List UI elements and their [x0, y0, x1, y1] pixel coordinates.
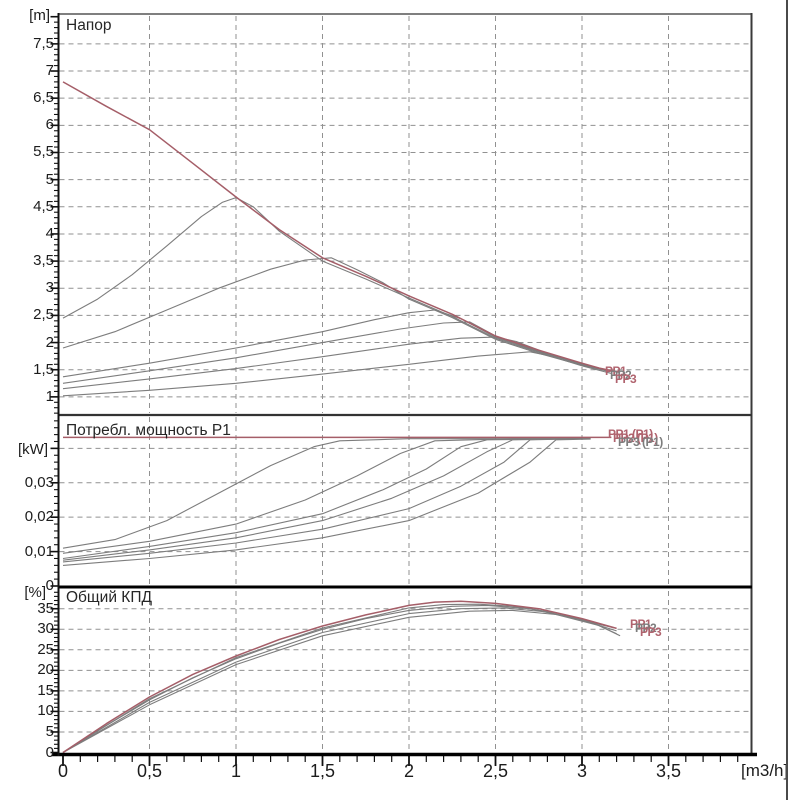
- curve-end-label-head: PP1: [605, 364, 627, 378]
- curve-eff-curve-3: [62, 603, 614, 753]
- curve-end-label-eff: PP3: [640, 625, 662, 639]
- y-tick-label-head: 4: [45, 224, 54, 242]
- y-unit-efficiency: [%]: [24, 584, 46, 601]
- y-tick-label-power: 0,02: [24, 508, 54, 526]
- y-tick-label-head: 5: [45, 170, 54, 188]
- curve-p1-curve-5: [62, 438, 583, 563]
- curve-end-label-eff: PP1: [630, 617, 652, 631]
- curve-pp2-curve: [62, 257, 607, 372]
- curve-end-label-power: PP2 (P1): [613, 431, 658, 445]
- x-tick-label: 1: [230, 761, 241, 781]
- curve-end-label-head: PP2: [610, 368, 632, 382]
- curve-end-label-power: PP1 (P1): [608, 427, 653, 441]
- curve-end-label-head: PP3: [615, 372, 637, 386]
- curve-cp2-curve: [62, 321, 600, 384]
- y-tick-label-eff: 0: [45, 743, 54, 761]
- curve-pp3-curve: [62, 197, 612, 375]
- curve-eff-curve-1: [62, 604, 617, 753]
- y-tick-label-power: 0,03: [24, 473, 54, 491]
- y-tick-label-head: 3: [45, 279, 54, 297]
- x-tick-label: 2: [403, 761, 414, 781]
- panel-right-border: [786, 0, 788, 800]
- curve-end-label-power: PP3 (P1): [618, 435, 663, 449]
- curve-max-speed-curve: [62, 81, 621, 374]
- curve-eff-max-curve: [62, 600, 617, 754]
- curve-p1-curve-3: [62, 438, 583, 560]
- x-tick-label: 0,5: [136, 761, 163, 781]
- y-tick-label-eff: 20: [37, 661, 54, 679]
- x-tick-label: 3: [576, 761, 587, 781]
- curve-min-speed-curve: [62, 351, 610, 397]
- y-tick-label-head: 7: [45, 62, 54, 80]
- y-tick-label-head: 2,5: [33, 306, 54, 324]
- y-unit-power: [kW]: [18, 441, 48, 458]
- y-tick-label-head: 6,5: [33, 89, 54, 107]
- x-tick-label: 1,5: [309, 761, 336, 781]
- y-tick-label-head: 7,5: [33, 34, 54, 52]
- chart-title-power: Потребл. мощность P1: [66, 422, 231, 439]
- curve-end-label-eff: PP2: [635, 621, 657, 635]
- y-tick-label-power: 0: [45, 577, 54, 594]
- y-tick-label-head: 4,5: [33, 197, 54, 215]
- x-tick-label: 3,5: [655, 761, 682, 781]
- curve-p1-curve-1: [62, 438, 591, 549]
- y-tick-label-power: 0,01: [24, 542, 54, 560]
- x-tick-label: 0: [57, 761, 68, 781]
- chart-title-head: Напор: [66, 17, 112, 34]
- y-tick-label-head: 5,5: [33, 143, 54, 161]
- y-tick-label-eff: 5: [45, 722, 54, 740]
- y-tick-label-eff: 25: [37, 640, 54, 658]
- y-tick-label-head: 1,5: [33, 360, 54, 378]
- chart-title-efficiency: Общий КПД: [66, 589, 152, 606]
- x-axis-unit: [m3/h]: [741, 761, 789, 780]
- y-tick-label-eff: 30: [37, 620, 54, 638]
- curve-eff-curve-2: [62, 607, 617, 753]
- y-tick-label-eff: 10: [37, 702, 54, 720]
- curve-p1-curve-4: [62, 438, 583, 561]
- y-unit-head: [m]: [29, 7, 50, 24]
- y-tick-label-head: 2: [45, 333, 54, 351]
- y-tick-label-eff: 15: [37, 681, 54, 699]
- y-tick-label-head: 3,5: [33, 252, 54, 270]
- y-tick-label-head: 1: [45, 387, 54, 405]
- y-tick-label-eff: 35: [37, 599, 54, 617]
- curve-eff-curve-4: [62, 609, 621, 753]
- curve-p1-curve-6: [62, 438, 591, 566]
- y-tick-label-head: 6: [45, 116, 54, 134]
- x-tick-label: 2,5: [482, 761, 509, 781]
